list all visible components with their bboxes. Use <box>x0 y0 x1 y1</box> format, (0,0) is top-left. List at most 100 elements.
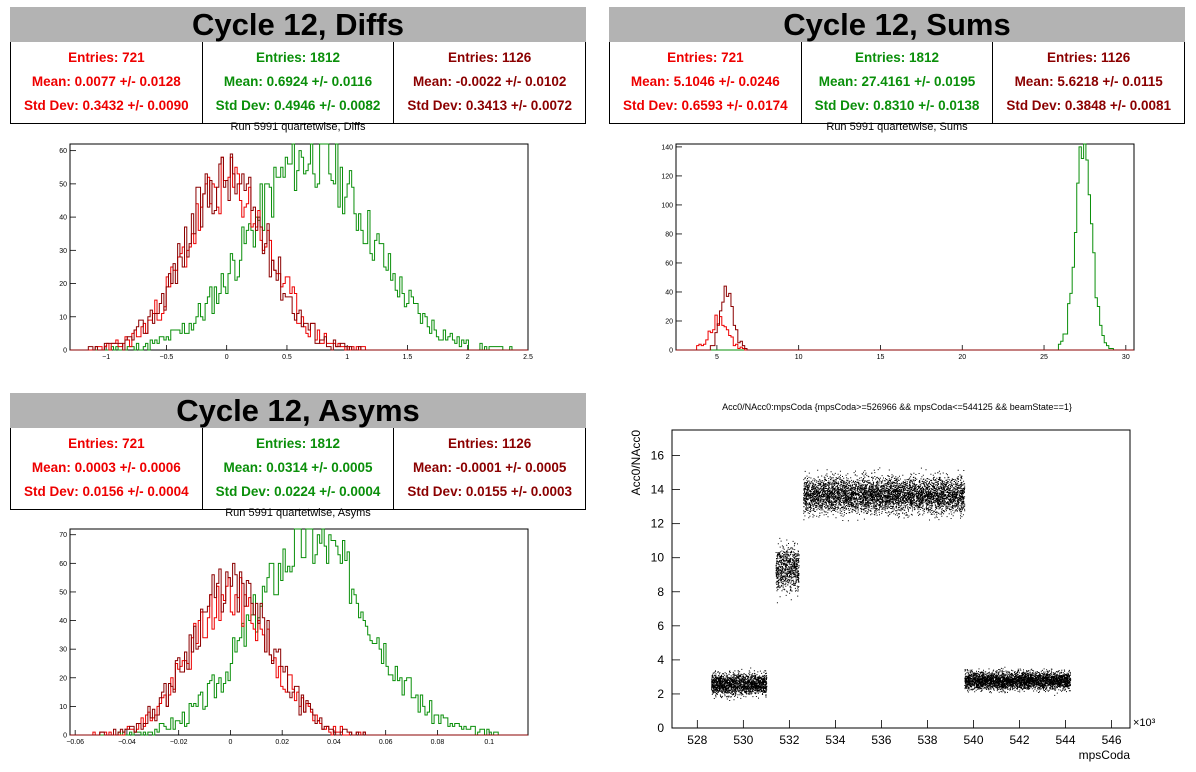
std-label: Std Dev: 0.0224 +/- 0.0004 <box>215 483 381 499</box>
y-tick-label: 0 <box>669 348 673 355</box>
x-multiplier-label: ×10³ <box>1133 717 1156 729</box>
sums-title: Cycle 12, Sums <box>609 7 1185 42</box>
x-tick-label: 30 <box>1122 354 1130 361</box>
diffs-subtitle: Run 5991 quartetwise, Diffs <box>230 121 366 133</box>
y-tick-label: 10 <box>651 551 665 565</box>
x-tick-label: 2.5 <box>523 354 533 361</box>
sums-histogram: 5 10 15 20 25 30 0 20 40 60 80 100 120 140 <box>661 143 1135 361</box>
x-tick-label: 544 <box>1056 733 1076 747</box>
y-tick-label: 0 <box>657 721 664 735</box>
y-tick-label: 10 <box>59 704 67 711</box>
sums-subtitle: Run 5991 quartetwise, Sums <box>826 121 968 133</box>
x-tick-label: −0.02 <box>170 739 188 746</box>
y-tick-label: 14 <box>651 483 665 497</box>
y-tick-label: 50 <box>59 589 67 596</box>
x-tick-label: 542 <box>1010 733 1030 747</box>
plot-frame <box>671 429 1131 729</box>
stats-column: Entries: 721 Mean: 5.1046 +/- 0.0246 Std… <box>610 42 802 123</box>
stats-column: Entries: 721 Mean: 0.0003 +/- 0.0006 Std… <box>11 428 203 509</box>
x-tick-label: 1.5 <box>403 354 413 361</box>
diffs-title: Cycle 12, Diffs <box>10 7 586 42</box>
mean-label: Mean: 0.6924 +/- 0.0116 <box>223 73 373 89</box>
x-tick-label: 530 <box>733 733 753 747</box>
x-tick-label: 0 <box>228 739 232 746</box>
y-tick-label: 60 <box>665 260 673 267</box>
y-tick-label: 6 <box>657 619 664 633</box>
y-tick-label: 10 <box>59 314 67 321</box>
y-tick-label: 120 <box>661 173 673 180</box>
entries-label: Entries: 721 <box>68 436 145 452</box>
mean-label: Mean: -0.0022 +/- 0.0102 <box>412 73 567 89</box>
entries-label: Entries: 1126 <box>448 436 532 452</box>
std-label: Std Dev: 0.0155 +/- 0.0003 <box>407 483 573 499</box>
stats-column: Entries: 721 Mean: 0.0077 +/- 0.0128 Std… <box>11 42 203 123</box>
x-tick-label: 25 <box>1040 354 1048 361</box>
std-label: Std Dev: 0.4946 +/- 0.0082 <box>215 97 381 113</box>
histogram-series-c1 <box>676 143 1134 351</box>
std-label: Std Dev: 0.3413 +/- 0.0072 <box>407 97 573 113</box>
std-label: Std Dev: 0.3432 +/- 0.0090 <box>23 97 189 113</box>
y-tick-label: 8 <box>657 585 664 599</box>
asyms-histogram: −0.06 −0.04 −0.02 0 0.02 0.04 0.06 0.08 0.1 0 10 20… <box>59 528 529 746</box>
histogram-series-c2 <box>676 285 1134 351</box>
y-tick-label: 2 <box>657 687 664 701</box>
mean-label: Mean: 5.6218 +/- 0.0115 <box>1014 73 1163 89</box>
y-tick-label: 70 <box>59 532 67 539</box>
y-tick-label: 30 <box>59 248 67 255</box>
x-tick-label: 536 <box>871 733 891 747</box>
histogram-series-c2 <box>70 562 528 736</box>
scatter-title: Acc0/NAcc0:mpsCoda {mpsCoda>=526966 && m… <box>722 402 1072 412</box>
y-tick-label: 100 <box>661 202 673 209</box>
x-tick-label: 0.02 <box>275 739 289 746</box>
entries-label: Entries: 721 <box>68 50 145 66</box>
x-tick-label: 546 <box>1102 733 1122 747</box>
mean-label: Mean: -0.0001 +/- 0.0005 <box>412 459 567 475</box>
x-tick-label: −0.5 <box>160 354 174 361</box>
y-tick-label: 30 <box>59 647 67 654</box>
y-tick-label: 0 <box>63 348 67 355</box>
asyms-stats-box: Entries: 721 Mean: 0.0003 +/- 0.0006 Std… <box>10 428 586 510</box>
x-tick-label: 15 <box>877 354 885 361</box>
stats-column: Entries: 1126 Mean: -0.0022 +/- 0.0102 S… <box>394 42 585 123</box>
std-label: Std Dev: 0.6593 +/- 0.0174 <box>622 97 788 113</box>
y-tick-label: 20 <box>59 675 67 682</box>
mean-label: Mean: 27.4161 +/- 0.0195 <box>818 73 976 89</box>
stats-column: Entries: 1812 Mean: 0.6924 +/- 0.0116 St… <box>203 42 395 123</box>
x-tick-label: 540 <box>963 733 983 747</box>
histogram-series-c2 <box>70 153 528 351</box>
x-tick-label: 1 <box>345 354 349 361</box>
x-tick-label: 5 <box>715 354 719 361</box>
mean-label: Mean: 0.0003 +/- 0.0006 <box>31 459 181 475</box>
x-tick-label: 0.1 <box>484 739 494 746</box>
histogram-series-c1 <box>70 528 528 736</box>
plot-frame <box>675 143 1135 351</box>
stats-column: Entries: 1812 Mean: 0.0314 +/- 0.0005 St… <box>203 428 395 509</box>
x-tick-label: 0.5 <box>282 354 292 361</box>
x-axis-label: mpsCoda <box>1079 748 1131 762</box>
std-label: Std Dev: 0.3848 +/- 0.0081 <box>1006 97 1172 113</box>
x-tick-label: −0.04 <box>118 739 136 746</box>
entries-label: Entries: 721 <box>667 50 744 66</box>
entries-label: Entries: 1126 <box>1047 50 1131 66</box>
stats-column: Entries: 1126 Mean: -0.0001 +/- 0.0005 S… <box>394 428 585 509</box>
histogram-series-c1 <box>70 143 528 351</box>
mean-label: Mean: 0.0077 +/- 0.0128 <box>31 73 181 89</box>
y-tick-label: 80 <box>665 231 673 238</box>
histogram-series-c0 <box>676 314 1134 351</box>
x-tick-label: 532 <box>779 733 799 747</box>
y-tick-label: 20 <box>59 281 67 288</box>
entries-label: Entries: 1126 <box>448 50 532 66</box>
acc0-scatter-plot: 528 530 532 534 536 538 540 542 544 546 0 2 4 6 8 10 12 1… <box>629 429 1156 762</box>
stats-column: Entries: 1126 Mean: 5.6218 +/- 0.0115 St… <box>993 42 1184 123</box>
mean-label: Mean: 5.1046 +/- 0.0246 <box>630 73 780 89</box>
y-axis-label: Acc0/NAcc0 <box>629 430 643 496</box>
x-tick-label: −1 <box>102 354 110 361</box>
x-tick-label: 2 <box>466 354 470 361</box>
sums-stats-box: Entries: 721 Mean: 5.1046 +/- 0.0246 Std… <box>609 42 1185 124</box>
entries-label: Entries: 1812 <box>854 50 940 66</box>
x-tick-label: 534 <box>825 733 845 747</box>
y-tick-label: 60 <box>59 561 67 568</box>
mean-label: Mean: 0.0314 +/- 0.0005 <box>223 459 373 475</box>
asyms-title: Cycle 12, Asyms <box>10 393 586 428</box>
x-tick-label: 538 <box>917 733 937 747</box>
